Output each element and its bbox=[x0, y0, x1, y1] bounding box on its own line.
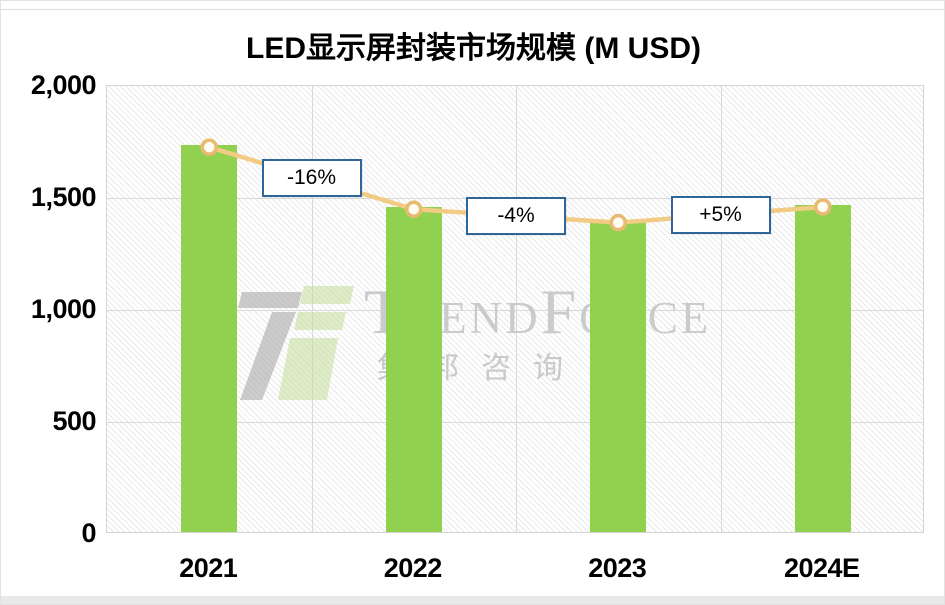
line-marker-2022 bbox=[405, 200, 423, 218]
y-axis-tick-label: 1,000 bbox=[30, 294, 97, 324]
growth-annotation-2023: -4% bbox=[466, 196, 566, 235]
bar-2023 bbox=[590, 220, 647, 532]
gridline-horizontal bbox=[107, 422, 923, 423]
gridline-vertical bbox=[311, 86, 313, 532]
gridline-horizontal bbox=[107, 310, 923, 311]
line-marker-2021 bbox=[200, 138, 218, 156]
x-axis-category-label: 2024E bbox=[783, 553, 860, 583]
plot-area: TrendForce 集邦咨询 -16% -4% +5% bbox=[106, 85, 924, 533]
frame-top-line bbox=[1, 9, 944, 10]
growth-annotation-2024E: +5% bbox=[670, 195, 771, 234]
line-layer bbox=[200, 138, 832, 232]
bottom-strip bbox=[1, 596, 944, 604]
y-axis-tick-label: 2,000 bbox=[30, 70, 97, 100]
chart-title: LED显示屏封装市场规模 (M USD) bbox=[246, 32, 701, 65]
x-axis-category-label: 2021 bbox=[179, 553, 238, 583]
growth-annotation-2022: -16% bbox=[261, 159, 362, 198]
gridline-vertical bbox=[720, 86, 722, 532]
y-axis-tick-label: 1,500 bbox=[30, 182, 97, 212]
line-marker-2024E bbox=[814, 198, 832, 216]
x-axis-category-label: 2022 bbox=[383, 553, 443, 583]
bar-2022 bbox=[385, 207, 442, 532]
gridline-vertical bbox=[516, 86, 517, 532]
x-axis-category-label: 2023 bbox=[588, 553, 647, 583]
line-marker-2023 bbox=[609, 213, 627, 232]
bar-2021 bbox=[181, 145, 238, 532]
y-axis-tick-label: 500 bbox=[52, 406, 96, 436]
bar-2024E bbox=[794, 204, 851, 532]
y-axis-tick-label: 0 bbox=[81, 518, 96, 548]
